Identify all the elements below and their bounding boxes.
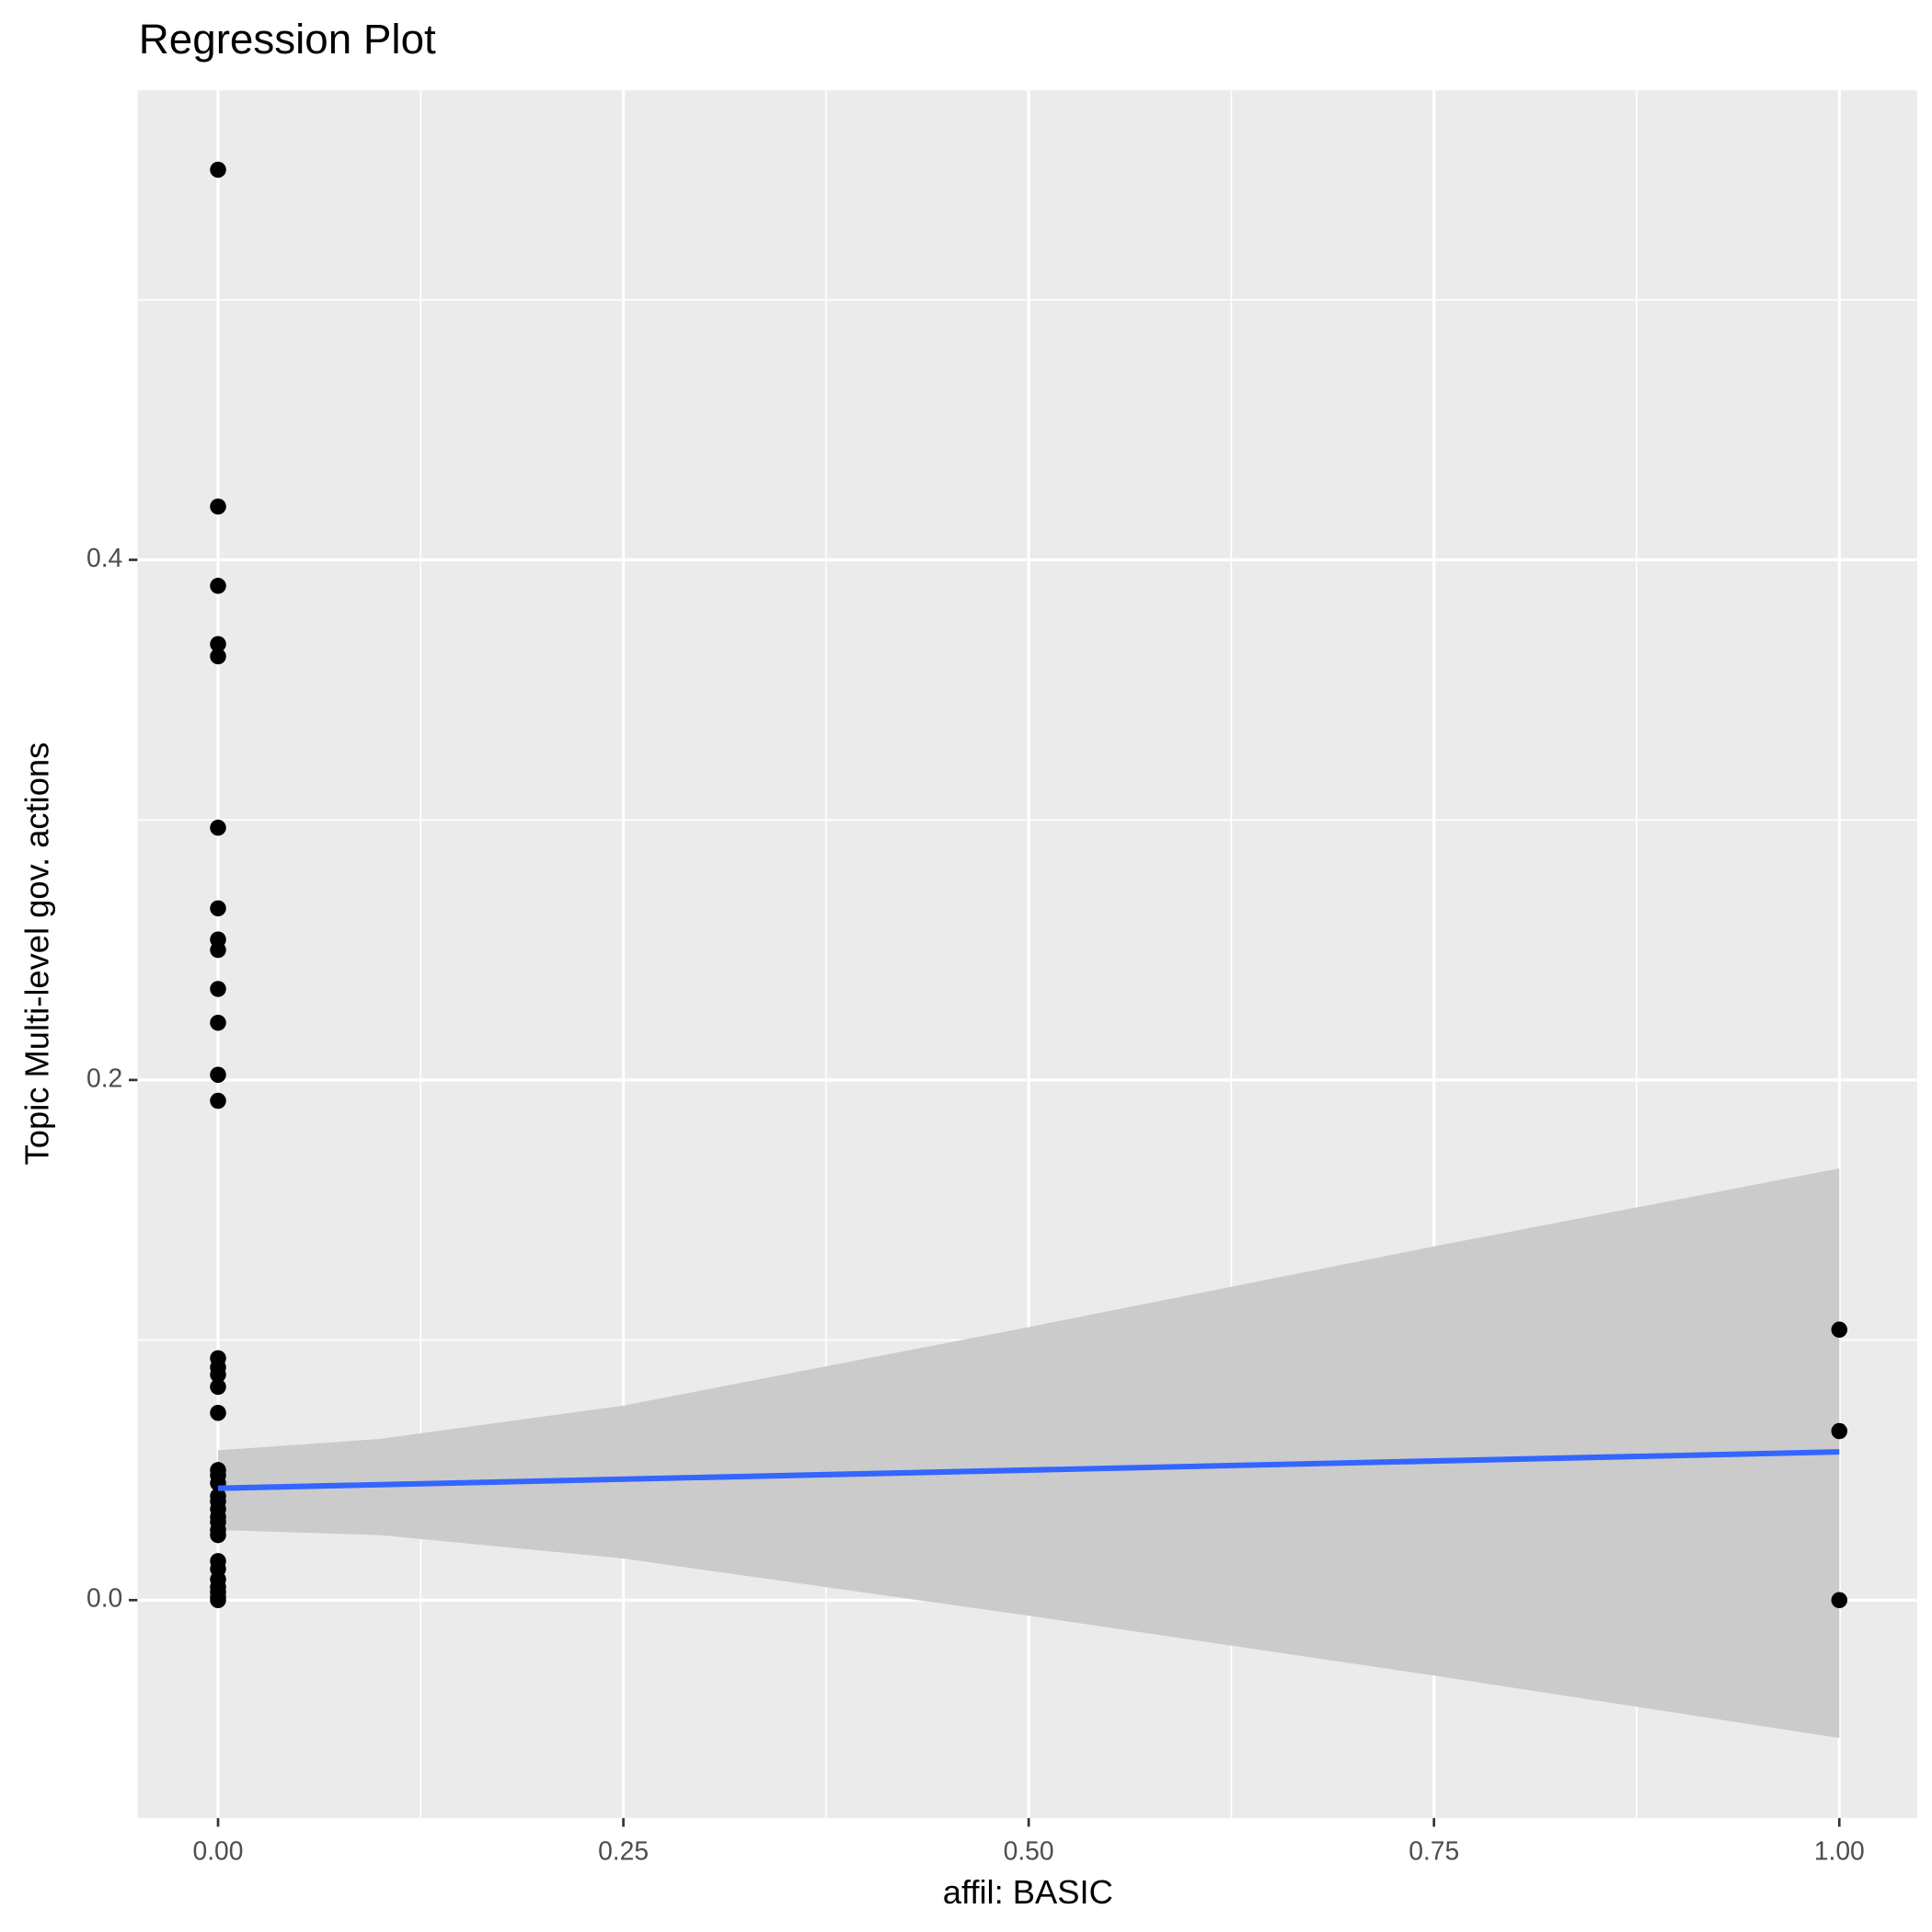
- y-tick-label: 0.0: [86, 1583, 122, 1613]
- point: [210, 1404, 226, 1421]
- x-tick-label: 0.25: [598, 1835, 649, 1865]
- x-tick-label: 0.75: [1409, 1835, 1459, 1865]
- point: [1831, 1422, 1848, 1440]
- point: [210, 1526, 226, 1544]
- point: [210, 1592, 226, 1609]
- point: [210, 578, 226, 594]
- x-tick-label: 1.00: [1814, 1835, 1865, 1865]
- y-tick-label: 0.2: [86, 1063, 122, 1092]
- point: [210, 1092, 226, 1110]
- point: [210, 1366, 226, 1383]
- point: [210, 1014, 226, 1031]
- point: [210, 1066, 226, 1083]
- point: [210, 648, 226, 665]
- x-axis-label: affil: BASIC: [943, 1873, 1113, 1911]
- point: [210, 900, 226, 917]
- confidence-band: [218, 1168, 1840, 1739]
- x-tick-label: 0.50: [1004, 1835, 1054, 1865]
- x-tick-label: 0.00: [193, 1835, 244, 1865]
- point: [1831, 1321, 1848, 1339]
- point: [210, 819, 226, 836]
- regression-line: [217, 1449, 1840, 1491]
- point: [210, 981, 226, 997]
- chart-title: Regression Plot: [139, 16, 436, 63]
- point: [210, 161, 226, 178]
- y-axis-label: Topic Multi-level gov. actions: [18, 742, 56, 1166]
- point: [210, 1378, 226, 1396]
- point: [210, 498, 226, 515]
- point: [210, 941, 226, 959]
- y-tick-label: 0.4: [86, 543, 122, 572]
- point: [1831, 1592, 1848, 1609]
- point: [210, 636, 226, 652]
